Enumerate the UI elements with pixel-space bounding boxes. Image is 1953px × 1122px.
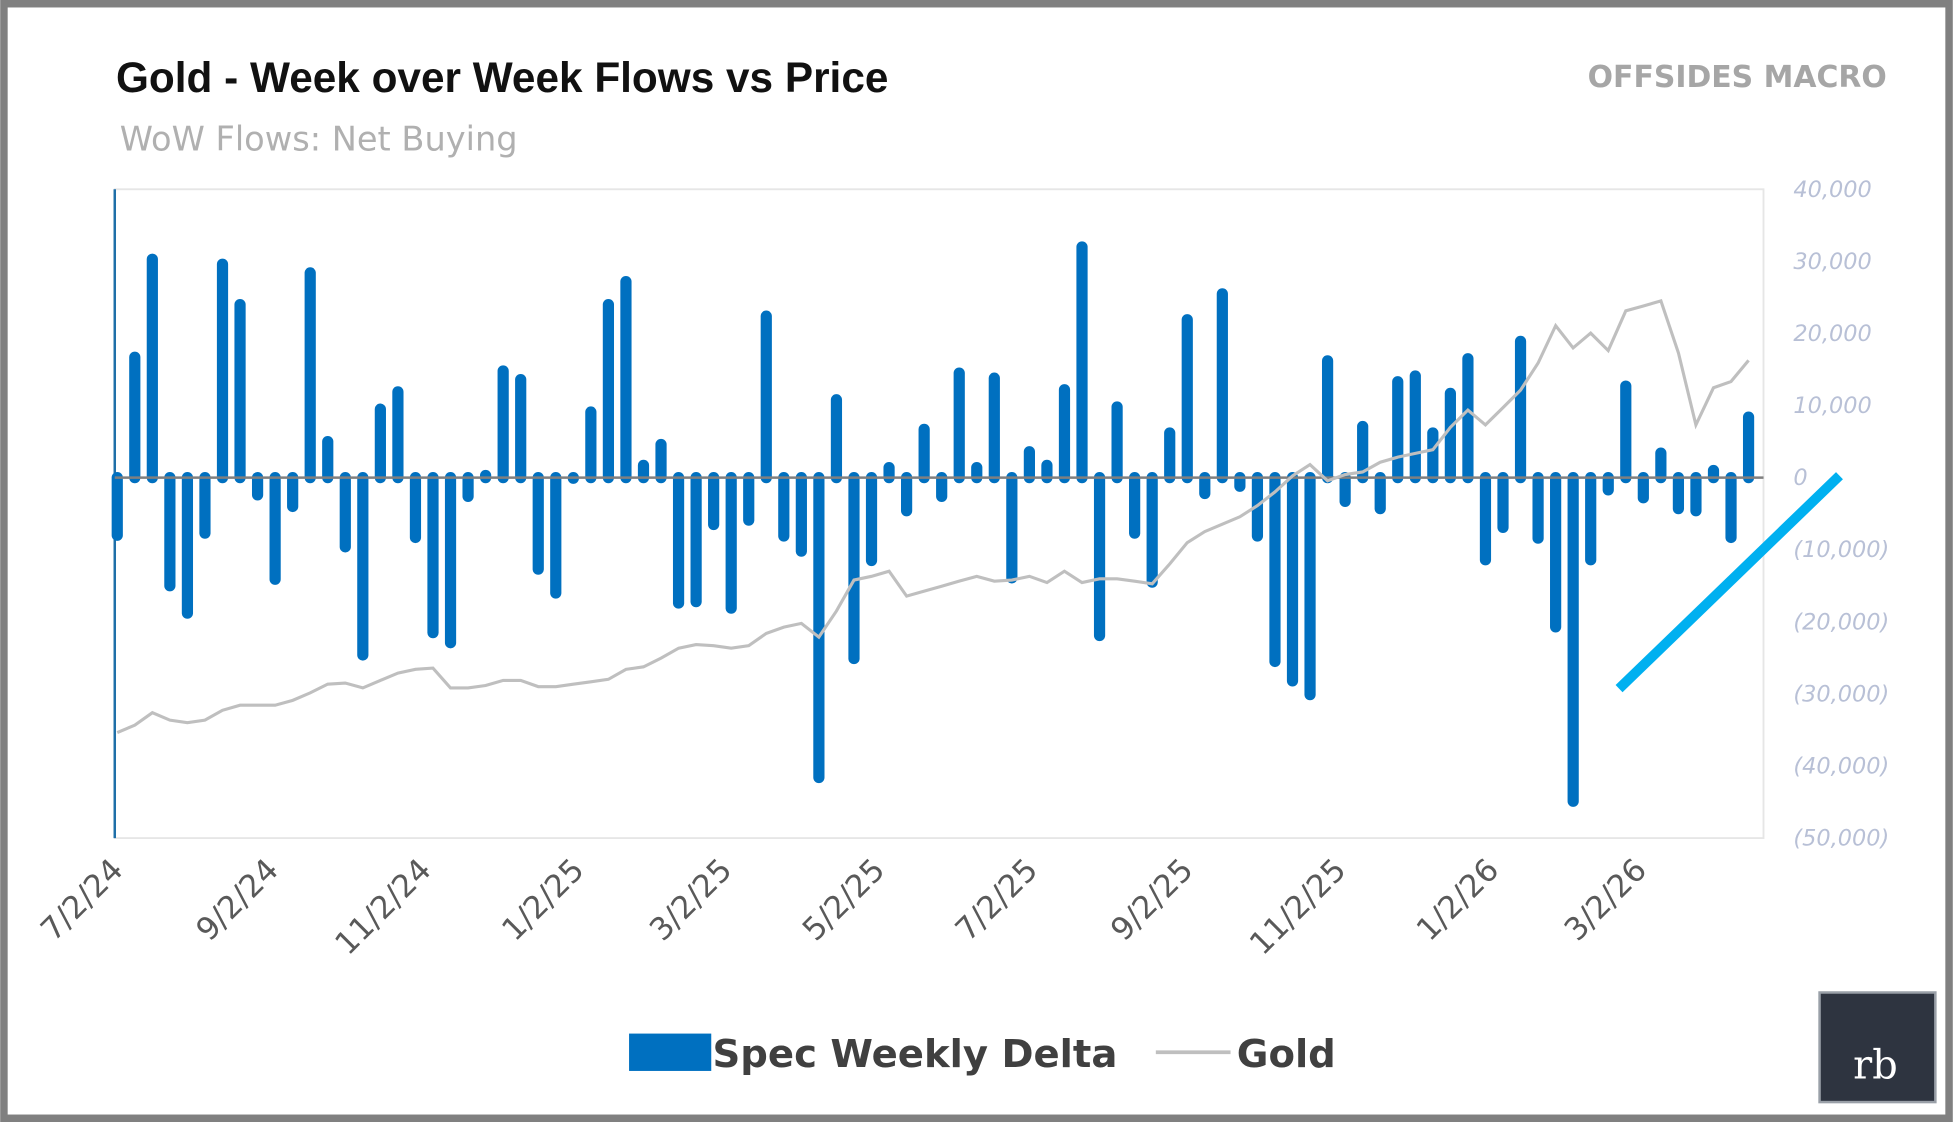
legend-label-gold: Gold: [1237, 1032, 1336, 1077]
y-tick-label: 0: [1793, 465, 1807, 491]
legend-swatch-bars: [629, 1033, 712, 1071]
logo: rb: [1818, 991, 1937, 1104]
y-tick-label: (10,000): [1793, 537, 1889, 563]
legend: Spec Weekly Delta Gold: [629, 1032, 1336, 1077]
y-tick-label: 30,000: [1793, 249, 1871, 275]
y-tick-label: 20,000: [1793, 321, 1871, 347]
brand-label: OFFSIDES MACRO: [1588, 60, 1887, 95]
y-axis-ticks: 40,000 30,000 20,000 10,000 0 (10,000) (20,000…: [1793, 177, 1889, 852]
svg-text:rb: rb: [1853, 1042, 1898, 1088]
legend-label-bars: Spec Weekly Delta: [713, 1032, 1118, 1077]
y-tick-label: 10,000: [1793, 393, 1871, 419]
bar-series: [111, 241, 1755, 807]
chart-title: Gold - Week over Week Flows vs Price: [116, 54, 888, 101]
chart-subtitle: WoW Flows: Net Buying: [120, 120, 518, 159]
y-tick-label: (30,000): [1793, 681, 1889, 707]
y-tick-label: (50,000): [1793, 826, 1889, 852]
y-tick-label: (40,000): [1793, 753, 1889, 779]
y-tick-label: 40,000: [1793, 177, 1871, 203]
y-tick-label: (20,000): [1793, 609, 1889, 635]
annotation-trend-line: [1615, 472, 1843, 693]
gold-line: [116, 298, 1750, 735]
